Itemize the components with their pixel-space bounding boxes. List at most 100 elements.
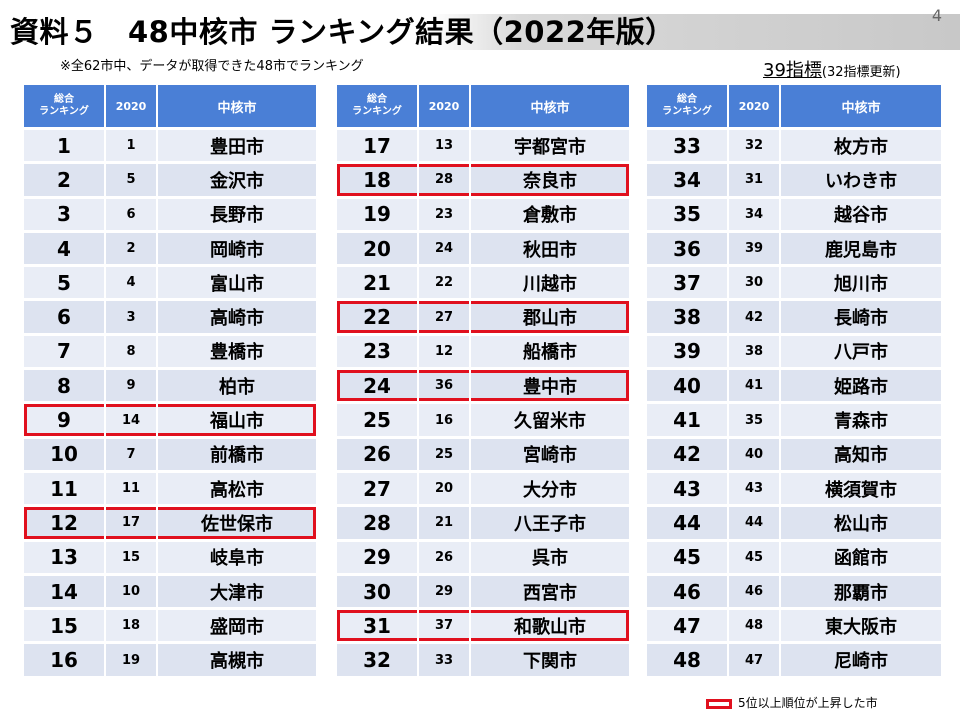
prev-rank-cell: 1 — [106, 129, 158, 162]
header-year: 2020 — [419, 85, 471, 127]
city-cell: 川越市 — [471, 266, 629, 299]
indicator-main: 39指標 — [763, 60, 822, 81]
table-row: 34 31 いわき市 — [647, 163, 941, 196]
legend-swatch — [706, 698, 732, 709]
header-rank: 総合 ランキング — [647, 85, 729, 127]
table-row: 23 12 船橋市 — [337, 334, 629, 368]
prev-rank-cell: 24 — [419, 231, 471, 265]
legend: 5位以上順位が上昇した市 — [706, 694, 878, 711]
city-cell: 郡山市 — [471, 300, 629, 333]
prev-rank-cell: 40 — [729, 437, 781, 470]
ranking-table-1: 総合 ランキング 2020 中核市 1 1 豊田市 2 5 金沢市 3 6 長野市 4 2 岡崎市 5 4 富… — [24, 83, 316, 678]
city-cell: 大分市 — [471, 471, 629, 505]
header-city: 中核市 — [471, 85, 629, 127]
city-cell: 姫路市 — [781, 369, 941, 402]
prev-rank-cell: 19 — [106, 643, 158, 676]
rank-cell: 23 — [337, 334, 419, 368]
prev-rank-cell: 10 — [106, 574, 158, 608]
rank-cell: 15 — [24, 609, 106, 642]
city-cell: 東大阪市 — [781, 609, 941, 642]
city-cell: 奈良市 — [471, 163, 629, 196]
rank-cell: 6 — [24, 300, 106, 333]
rank-cell: 37 — [647, 266, 729, 299]
table-row: 1 1 豊田市 — [24, 129, 316, 162]
city-cell: 大津市 — [158, 574, 316, 608]
rank-cell: 42 — [647, 437, 729, 470]
rank-cell: 11 — [24, 471, 106, 505]
prev-rank-cell: 5 — [106, 163, 158, 196]
prev-rank-cell: 36 — [419, 369, 471, 402]
rank-cell: 9 — [24, 403, 106, 436]
prev-rank-cell: 18 — [106, 609, 158, 642]
header-year: 2020 — [729, 85, 781, 127]
city-cell: 高松市 — [158, 471, 316, 505]
rank-cell: 34 — [647, 163, 729, 196]
prev-rank-cell: 31 — [729, 163, 781, 196]
rank-cell: 45 — [647, 540, 729, 573]
prev-rank-cell: 3 — [106, 300, 158, 333]
table-row: 38 42 長崎市 — [647, 300, 941, 333]
ranking-table-2: 総合 ランキング 2020 中核市 17 13 宇都宮市 18 28 奈良市 19 23 倉敷市 2… — [337, 83, 629, 678]
rank-cell: 18 — [337, 163, 419, 196]
rank-cell: 8 — [24, 369, 106, 402]
city-cell: 八戸市 — [781, 334, 941, 368]
indicator-sub: (32指標更新) — [821, 65, 901, 80]
city-cell: 八王子市 — [471, 506, 629, 539]
city-cell: 枚方市 — [781, 129, 941, 162]
table-row: 2 5 金沢市 — [24, 163, 316, 196]
rank-cell: 32 — [337, 643, 419, 676]
table-row: 41 35 青森市 — [647, 403, 941, 436]
prev-rank-cell: 4 — [106, 266, 158, 299]
rank-cell: 2 — [24, 163, 106, 196]
city-cell: 長野市 — [158, 197, 316, 230]
table-row: 8 9 柏市 — [24, 369, 316, 402]
table-row: 31 37 和歌山市 — [337, 609, 629, 642]
table-row: 45 45 函館市 — [647, 540, 941, 573]
ranking-note: ※全62市中、データが取得できた48市でランキング — [60, 59, 364, 74]
table-row: 4 2 岡崎市 — [24, 231, 316, 265]
header-year: 2020 — [106, 85, 158, 127]
city-cell: 西宮市 — [471, 574, 629, 608]
table-row: 9 14 福山市 — [24, 403, 316, 436]
legend-label: 5位以上順位が上昇した市 — [738, 696, 878, 710]
city-cell: 旭川市 — [781, 266, 941, 299]
table-row: 17 13 宇都宮市 — [337, 129, 629, 162]
rank-cell: 40 — [647, 369, 729, 402]
rank-cell: 39 — [647, 334, 729, 368]
prev-rank-cell: 15 — [106, 540, 158, 573]
city-cell: 呉市 — [471, 540, 629, 573]
table-row: 33 32 枚方市 — [647, 129, 941, 162]
city-cell: 倉敷市 — [471, 197, 629, 230]
prev-rank-cell: 38 — [729, 334, 781, 368]
city-cell: 下関市 — [471, 643, 629, 676]
city-cell: 豊田市 — [158, 129, 316, 162]
table-row: 20 24 秋田市 — [337, 231, 629, 265]
rank-cell: 33 — [647, 129, 729, 162]
city-cell: 函館市 — [781, 540, 941, 573]
city-cell: 岐阜市 — [158, 540, 316, 573]
city-cell: 前橋市 — [158, 437, 316, 470]
header-rank-line2: ランキング — [662, 106, 712, 117]
header-rank-line1: 総合 — [677, 94, 697, 105]
city-cell: 久留米市 — [471, 403, 629, 436]
table-row: 29 26 呉市 — [337, 540, 629, 573]
table-row: 28 21 八王子市 — [337, 506, 629, 539]
prev-rank-cell: 29 — [419, 574, 471, 608]
prev-rank-cell: 30 — [729, 266, 781, 299]
header-rank: 総合 ランキング — [337, 85, 419, 127]
table-row: 16 19 高槻市 — [24, 643, 316, 676]
rank-cell: 26 — [337, 437, 419, 470]
table-row: 27 20 大分市 — [337, 471, 629, 505]
city-cell: いわき市 — [781, 163, 941, 196]
rank-cell: 5 — [24, 266, 106, 299]
city-cell: 長崎市 — [781, 300, 941, 333]
header-rank-line1: 総合 — [54, 94, 74, 105]
city-cell: 青森市 — [781, 403, 941, 436]
prev-rank-cell: 14 — [106, 403, 158, 436]
table-row: 42 40 高知市 — [647, 437, 941, 470]
city-cell: 高知市 — [781, 437, 941, 470]
city-cell: 高槻市 — [158, 643, 316, 676]
prev-rank-cell: 35 — [729, 403, 781, 436]
prev-rank-cell: 26 — [419, 540, 471, 573]
city-cell: 那覇市 — [781, 574, 941, 608]
